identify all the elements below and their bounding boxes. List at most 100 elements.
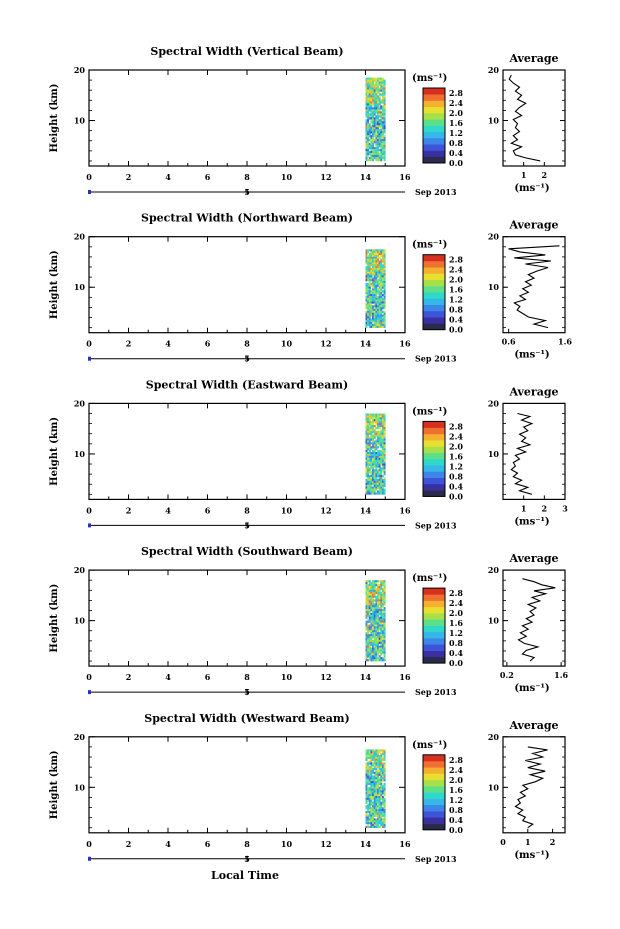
data-cell: [372, 587, 375, 591]
data-cell: [375, 117, 378, 120]
data-cell: [380, 607, 383, 610]
data-cell: [368, 777, 371, 780]
data-cell: [377, 599, 379, 602]
data-cell: [373, 803, 376, 806]
data-cell: [367, 618, 370, 621]
data-cell: [383, 582, 386, 585]
data-cell: [380, 641, 383, 645]
data-cell: [367, 482, 370, 486]
data-cell: [368, 282, 371, 286]
colorbar-frame: [422, 587, 446, 664]
data-cell: [367, 825, 370, 829]
data-cell: [370, 751, 373, 754]
data-cell: [365, 123, 368, 126]
data-cell: [383, 452, 386, 455]
data-cell: [365, 455, 368, 459]
data-cell: [375, 93, 378, 96]
data-cell: [365, 779, 368, 782]
colorbar-swatch: [423, 471, 445, 478]
data-cell: [373, 133, 376, 136]
data-cell: [368, 659, 371, 662]
data-cell: [368, 480, 371, 484]
data-cell: [367, 154, 370, 158]
colorbar-tick-label: 1.2: [449, 128, 463, 138]
data-cell: [383, 444, 386, 447]
data-cell: [381, 486, 384, 489]
data-cell: [378, 316, 381, 319]
data-cell: [383, 818, 386, 821]
data-cell: [383, 307, 386, 310]
data-cell: [373, 121, 376, 124]
data-cell: [368, 93, 371, 96]
data-cell: [380, 107, 383, 110]
data-cell: [383, 580, 386, 583]
data-cell: [375, 488, 378, 491]
data-cell: [378, 145, 381, 148]
data-cell: [378, 452, 381, 455]
data-cell: [367, 109, 370, 112]
data-cell: [375, 419, 378, 422]
data-cell: [365, 147, 368, 150]
data-cell: [377, 143, 379, 146]
data-cell: [378, 603, 381, 606]
data-cell: [372, 314, 375, 317]
data-cell: [373, 788, 376, 791]
data-cell: [381, 593, 384, 596]
data-cell: [381, 91, 384, 94]
data-cell: [370, 292, 373, 295]
data-cell: [367, 438, 370, 441]
data-cell: [368, 275, 371, 278]
data-cell: [365, 284, 368, 287]
data-cell: [383, 253, 386, 256]
data-cell: [378, 484, 381, 487]
data-cell: [367, 805, 370, 808]
data-cell: [381, 478, 384, 482]
data-cell: [370, 771, 373, 774]
data-cell: [367, 794, 370, 797]
data-cell: [377, 636, 379, 639]
data-cell: [375, 322, 378, 325]
data-cell: [378, 323, 381, 327]
colorbar-swatch: [423, 625, 445, 633]
data-cell: [365, 612, 368, 616]
data-cell: [368, 305, 371, 308]
data-cell: [377, 149, 379, 152]
data-cell: [380, 294, 383, 297]
data-cell: [375, 751, 378, 754]
data-cell: [367, 448, 370, 451]
data-cell: [377, 591, 379, 594]
data-cell: [367, 477, 370, 480]
data-cell: [365, 634, 368, 637]
date-label: Sep 2013: [415, 520, 457, 530]
colorbar-tick-label: 1.2: [449, 461, 463, 471]
data-cell: [368, 271, 371, 274]
data-cell: [383, 428, 386, 432]
data-cell: [378, 820, 381, 823]
data-cell: [381, 657, 384, 660]
data-cell: [365, 103, 368, 106]
data-cell: [383, 595, 386, 598]
data-cell: [378, 768, 381, 771]
data-cell: [383, 417, 386, 420]
data-cell: [365, 97, 368, 100]
data-cell: [377, 812, 379, 815]
data-cell: [377, 251, 379, 254]
data-cell: [380, 262, 383, 265]
data-cell: [381, 425, 384, 428]
data-cell: [375, 634, 378, 637]
data-cell: [381, 622, 384, 625]
data-cell: [383, 768, 386, 771]
data-cell: [368, 307, 371, 310]
data-cell: [373, 762, 376, 765]
data-cell: [383, 137, 386, 140]
data-cell: [380, 93, 383, 96]
data-cell: [373, 79, 376, 82]
data-cell: [380, 492, 383, 495]
data-cell: [381, 85, 384, 88]
data-cell: [368, 657, 371, 660]
data-cell: [373, 267, 376, 271]
colorbar-swatch: [423, 452, 445, 460]
data-cell: [378, 97, 381, 100]
data-cell: [365, 459, 368, 462]
time-tick-label: 2: [126, 505, 132, 515]
